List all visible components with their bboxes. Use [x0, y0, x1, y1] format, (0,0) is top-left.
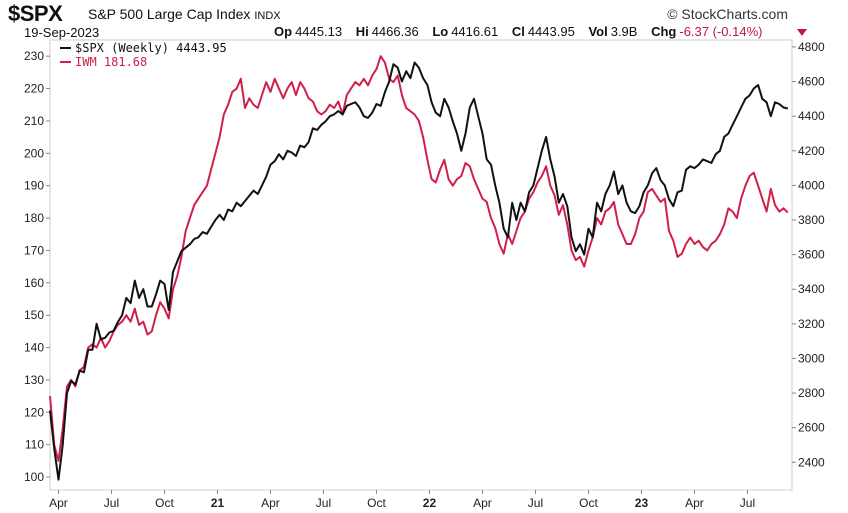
right-tick-label: 3600 [798, 248, 825, 262]
right-tick-label: 2800 [798, 386, 825, 400]
right-tick-label: 3200 [798, 317, 825, 331]
quote-date: 19-Sep-2023 [24, 25, 100, 40]
x-tick-label: Jul [316, 496, 331, 510]
x-tick-label: Oct [579, 496, 598, 510]
right-tick-label: 3000 [798, 351, 825, 365]
left-tick-label: 220 [24, 82, 44, 96]
stockcharts-logo[interactable]: © StockCharts.com [667, 6, 788, 22]
right-tick-label: 2600 [798, 421, 825, 435]
x-tick-label: Oct [367, 496, 386, 510]
left-tick-label: 140 [24, 341, 44, 355]
right-tick-label: 4000 [798, 178, 825, 192]
symbol: $SPX [8, 1, 63, 26]
open-label: Op [274, 24, 293, 39]
legend-label-spx: $SPX (Weekly) 4443.95 [75, 41, 227, 55]
right-tick-label: 4600 [798, 75, 825, 89]
right-tick-label: 4400 [798, 109, 825, 123]
chart-axes: 100 110 120 130 140 150 160 170 180 190 200 210 220 2… [24, 39, 825, 510]
x-tick-label: 22 [423, 496, 437, 510]
right-tick-label: 4800 [798, 40, 825, 54]
left-tick-label: 210 [24, 114, 44, 128]
chart-lines [49, 55, 789, 481]
volume-value: 3.9B [610, 24, 638, 39]
x-tick-label: 21 [211, 496, 225, 510]
low-value: 4416.61 [451, 24, 499, 39]
index-name: S&P 500 Large Cap Index INDX [88, 6, 281, 22]
right-tick-label: 2400 [798, 455, 825, 469]
change-label: Chg [651, 24, 677, 39]
series-line-spx [49, 61, 789, 481]
x-tick-label: Apr [685, 496, 704, 510]
ohlc-stats: Op 4445.13 Hi 4466.36 Lo 4416.61 Cl 4443.95 … [274, 24, 772, 39]
left-tick-label: 160 [24, 276, 44, 290]
volume-label: Vol [588, 24, 608, 39]
x-tick-label: Jul [104, 496, 119, 510]
right-tick-label: 3800 [798, 213, 825, 227]
x-tick-label: Apr [261, 496, 280, 510]
x-tick-label: Jul [528, 496, 543, 510]
high-label: Hi [355, 24, 369, 39]
open-value: 4445.13 [295, 24, 343, 39]
left-tick-label: 110 [25, 438, 44, 452]
legend-item-iwm[interactable]: IWM 181.68 [60, 55, 227, 69]
left-tick-label: 100 [24, 470, 44, 484]
right-tick-label: 3400 [798, 282, 825, 296]
series-line-iwm [49, 55, 789, 462]
left-tick-label: 170 [24, 243, 44, 257]
change-value: -6.37 (-0.14%) [679, 24, 763, 39]
x-tick-label: 23 [635, 496, 649, 510]
close-value: 4443.95 [527, 24, 575, 39]
high-value: 4466.36 [371, 24, 419, 39]
x-tick-label: Jul [740, 496, 755, 510]
legend: $SPX (Weekly) 4443.95 IWM 181.68 [60, 41, 227, 69]
left-tick-label: 120 [24, 405, 44, 419]
down-triangle-icon [797, 29, 807, 36]
x-tick-label: Apr [49, 496, 68, 510]
left-tick-label: 150 [24, 308, 44, 322]
plot-frame [49, 39, 793, 491]
legend-swatch-spx [60, 47, 71, 49]
x-tick-label: Oct [155, 496, 174, 510]
left-tick-label: 190 [24, 179, 44, 193]
index-name-text: S&P 500 Large Cap Index [88, 6, 251, 22]
exchange: INDX [254, 10, 281, 22]
low-label: Lo [432, 24, 449, 39]
chart-header: $SPX S&P 500 Large Cap Index INDX © Stoc… [0, 0, 848, 40]
left-tick-label: 200 [24, 146, 44, 160]
left-tick-label: 130 [24, 373, 44, 387]
right-tick-label: 4200 [798, 144, 825, 158]
left-tick-label: 230 [24, 49, 44, 63]
x-tick-label: Apr [473, 496, 492, 510]
legend-item-spx[interactable]: $SPX (Weekly) 4443.95 [60, 41, 227, 55]
legend-label-iwm: IWM 181.68 [75, 55, 148, 69]
left-tick-label: 180 [24, 211, 44, 225]
close-label: Cl [511, 24, 525, 39]
legend-swatch-iwm [60, 61, 71, 63]
